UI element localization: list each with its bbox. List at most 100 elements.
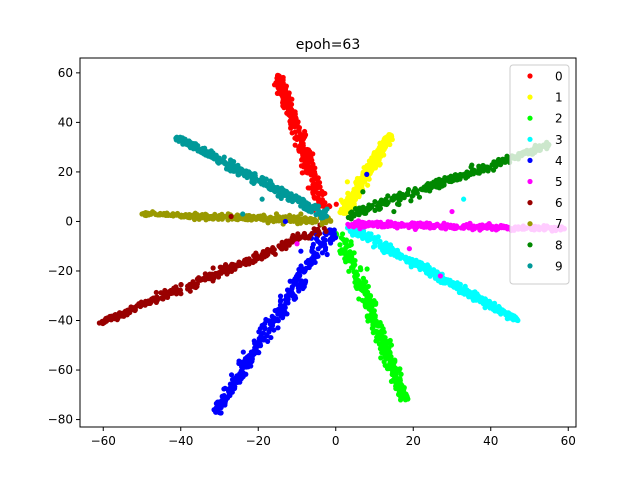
point bbox=[194, 281, 200, 287]
point bbox=[228, 213, 234, 220]
point bbox=[322, 245, 329, 251]
point bbox=[409, 193, 415, 199]
point bbox=[372, 207, 378, 213]
point bbox=[382, 222, 388, 228]
point bbox=[289, 235, 295, 241]
point bbox=[246, 259, 252, 265]
point bbox=[378, 355, 384, 361]
point bbox=[221, 386, 227, 392]
point bbox=[158, 290, 164, 296]
point bbox=[116, 310, 123, 316]
legend-label: 5 bbox=[555, 175, 563, 189]
point bbox=[311, 256, 317, 262]
point bbox=[369, 202, 376, 209]
point bbox=[297, 196, 303, 203]
point bbox=[281, 105, 287, 111]
point bbox=[225, 394, 231, 400]
point bbox=[377, 238, 383, 245]
point bbox=[370, 244, 377, 250]
point bbox=[281, 94, 288, 100]
point bbox=[317, 240, 323, 246]
point bbox=[324, 251, 330, 258]
point bbox=[453, 223, 460, 229]
point bbox=[319, 221, 325, 227]
point bbox=[479, 222, 485, 228]
point bbox=[228, 268, 235, 274]
point bbox=[294, 217, 300, 224]
point bbox=[274, 90, 280, 96]
point bbox=[231, 262, 237, 268]
point bbox=[227, 390, 233, 397]
point bbox=[291, 114, 298, 120]
point bbox=[385, 249, 391, 255]
legend-marker bbox=[527, 115, 533, 121]
point bbox=[272, 251, 278, 257]
point bbox=[389, 367, 396, 374]
point bbox=[317, 184, 323, 190]
point bbox=[492, 308, 498, 314]
legend-marker bbox=[527, 263, 533, 269]
point bbox=[275, 188, 281, 194]
point bbox=[320, 235, 327, 242]
legend-marker bbox=[527, 157, 533, 163]
point bbox=[458, 174, 464, 180]
point bbox=[474, 223, 480, 229]
point bbox=[281, 307, 287, 314]
point bbox=[173, 212, 180, 218]
point bbox=[213, 152, 219, 158]
point bbox=[236, 172, 242, 178]
point bbox=[243, 371, 249, 377]
legend-marker bbox=[527, 221, 533, 227]
series-6 bbox=[96, 222, 329, 327]
point bbox=[379, 145, 386, 151]
point bbox=[229, 381, 235, 387]
point bbox=[347, 222, 353, 228]
point bbox=[398, 382, 404, 388]
point bbox=[363, 166, 369, 172]
legend-label: 2 bbox=[555, 112, 563, 126]
legend-marker bbox=[527, 94, 533, 100]
point bbox=[389, 195, 395, 201]
point bbox=[250, 259, 256, 266]
point bbox=[303, 265, 309, 271]
point bbox=[484, 164, 491, 170]
point bbox=[338, 206, 344, 212]
y-tick-label: 20 bbox=[58, 165, 73, 179]
point bbox=[243, 355, 249, 361]
point bbox=[416, 194, 423, 200]
point bbox=[389, 245, 395, 251]
point bbox=[266, 318, 272, 324]
point bbox=[321, 225, 327, 231]
point bbox=[312, 227, 319, 234]
point bbox=[303, 162, 309, 168]
point bbox=[353, 187, 359, 193]
point bbox=[220, 214, 226, 220]
point bbox=[374, 219, 380, 225]
point bbox=[285, 296, 291, 302]
point bbox=[508, 312, 514, 318]
point bbox=[387, 350, 393, 356]
point bbox=[394, 247, 401, 253]
point bbox=[379, 350, 385, 356]
point bbox=[397, 255, 404, 261]
point bbox=[383, 355, 389, 361]
point bbox=[270, 244, 276, 251]
point bbox=[364, 171, 370, 177]
point bbox=[345, 214, 351, 221]
point bbox=[316, 191, 322, 197]
legend-label: 8 bbox=[555, 238, 563, 252]
point bbox=[238, 166, 244, 173]
point bbox=[382, 335, 388, 341]
legend-box bbox=[509, 64, 570, 285]
point bbox=[361, 281, 367, 287]
point bbox=[266, 185, 272, 192]
point bbox=[297, 234, 304, 240]
point bbox=[242, 261, 248, 267]
series-1 bbox=[337, 131, 395, 216]
point bbox=[382, 243, 388, 249]
point bbox=[298, 280, 304, 287]
y-tick-label: −40 bbox=[48, 314, 73, 328]
point bbox=[186, 138, 192, 144]
x-tick-label: 40 bbox=[483, 434, 498, 448]
